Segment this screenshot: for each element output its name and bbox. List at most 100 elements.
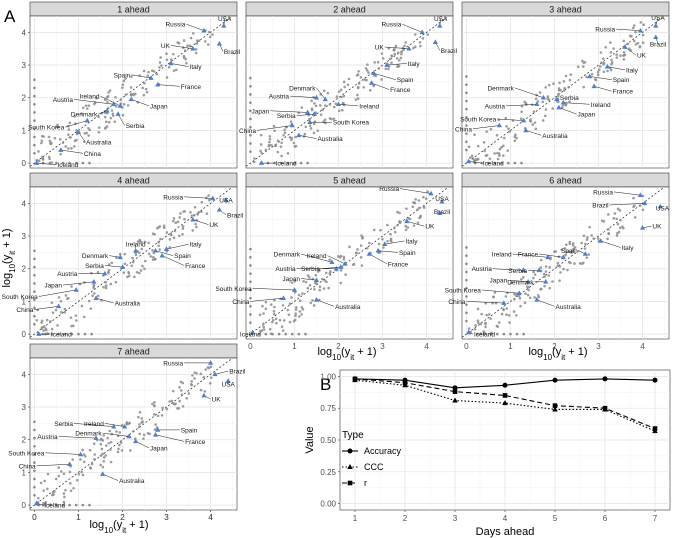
country-leader-line [384,46,409,49]
other-country-point [121,113,125,117]
y-tick-label: 1 [22,126,27,135]
other-country-point [208,35,212,39]
other-country-point [189,36,193,40]
other-country-point [482,141,486,144]
panel-title: 3 ahead [549,5,582,15]
other-country-point [286,308,290,312]
country-leader-line [74,99,114,105]
other-country-point [523,100,527,104]
other-country-point [195,39,199,42]
other-country-point [390,61,393,65]
data-point [502,382,508,388]
other-country-point [107,441,111,445]
other-country-point [69,482,72,485]
other-country-point [261,304,264,308]
zero-y-point [81,161,85,165]
other-country-point [280,154,283,158]
other-country-point [113,120,117,124]
country-marker [190,45,196,51]
country-marker [168,60,174,66]
country-leader-line [301,278,317,281]
other-country-point [176,220,180,224]
other-country-point [259,133,263,137]
country-label: USA [656,206,670,213]
country-marker [639,225,646,230]
other-country-point [172,217,176,220]
other-country-point [568,100,571,103]
y-tick-label: 3 [22,403,27,412]
other-country-point [73,115,77,118]
other-country-point [139,269,143,272]
other-country-point [418,41,422,44]
country-marker [34,160,40,165]
other-country-point [55,125,59,129]
other-country-point [208,382,212,385]
zero-y-point [290,332,294,336]
other-country-point [90,462,94,466]
other-country-point [306,286,310,290]
zero-y-point [476,332,479,336]
x-tick-label: 3 [453,514,458,523]
zero-y-point [271,332,274,336]
other-country-point [633,216,637,219]
other-country-point [578,262,582,265]
country-label: Ireland [80,94,100,101]
other-country-point [182,56,186,60]
other-country-point [309,127,313,130]
country-marker [152,432,159,437]
country-marker [291,287,298,292]
other-country-point [88,448,92,452]
other-country-point [547,83,551,87]
zero-x-point [465,246,468,249]
country-marker [338,264,344,269]
zero-x-point [33,477,36,481]
other-country-point [377,242,381,246]
zero-y-point [68,161,71,165]
other-country-point [49,320,52,323]
country-label: Spain [181,427,198,434]
country-label: Austria [53,97,74,104]
country-leader-line [36,162,57,165]
other-country-point [129,86,133,89]
zero-y-point [520,161,523,165]
country-leader-line [102,432,130,437]
other-country-point [322,287,326,290]
other-country-point [63,495,66,499]
zero-y-point [495,332,499,336]
other-country-point [598,65,602,68]
other-country-point [618,209,622,212]
other-country-point [633,204,636,207]
other-country-point [359,244,363,247]
country-label: South Korea [28,125,65,132]
other-country-point [190,214,194,217]
other-country-point [156,414,160,418]
other-country-point [197,210,201,214]
other-country-point [548,266,551,269]
country-leader-line [525,130,542,136]
country-marker [133,247,139,253]
country-marker [73,287,79,292]
country-marker [201,392,207,398]
country-label: Iceland [51,332,72,339]
country-label: Russia [379,186,399,193]
other-country-point [193,377,196,380]
country-label: Ireland [126,242,146,249]
country-label: Iceland [276,161,297,168]
country-marker [133,438,139,444]
zero-x-point [33,493,36,497]
other-country-point [289,120,293,123]
other-country-point [151,249,154,252]
other-country-point [544,265,548,268]
other-country-point [380,78,383,81]
other-country-point [168,246,172,249]
other-country-point [114,96,117,99]
country-leader-line [369,253,388,265]
country-marker [111,101,117,107]
country-marker [496,122,503,128]
other-country-point [596,73,600,77]
other-country-point [582,234,586,238]
other-country-point [632,196,635,200]
other-country-point [73,145,76,148]
other-country-point [513,298,516,301]
other-country-point [207,194,210,197]
